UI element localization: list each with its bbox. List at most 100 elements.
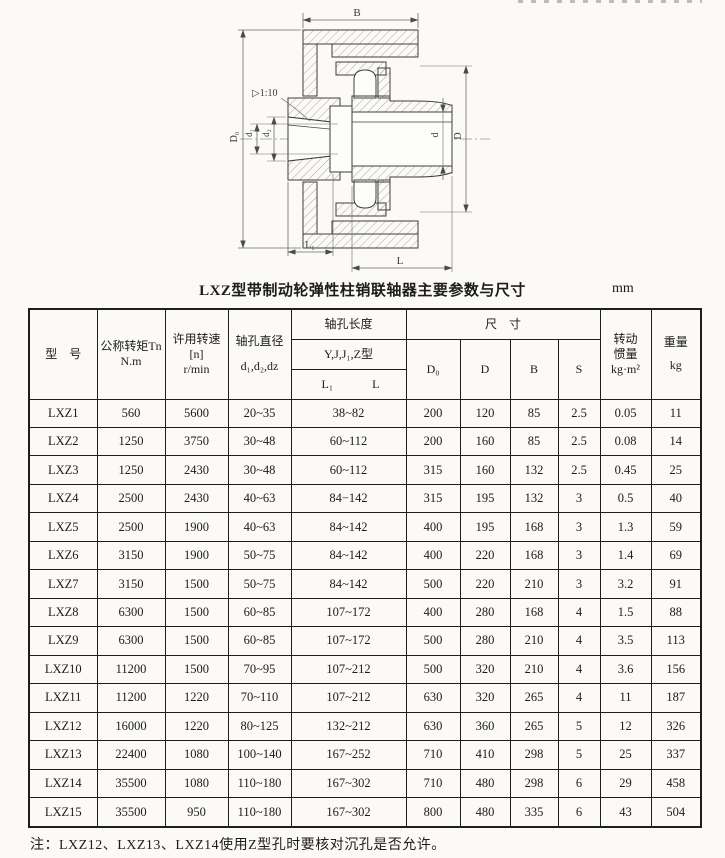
table-cell: 500 bbox=[405, 654, 461, 685]
table-cell: 4 bbox=[557, 683, 601, 713]
table-cell: 280 bbox=[459, 597, 511, 628]
table-cell: 4 bbox=[557, 626, 601, 656]
table-row: LXZ6 3150 1900 50~75 84~142 400 220 168 3 1.4 69 bbox=[28, 540, 702, 571]
table-cell: 113 bbox=[650, 626, 702, 656]
torque-label-2: N.m bbox=[120, 354, 142, 369]
table-cell: 50~75 bbox=[227, 540, 292, 571]
dim-label-b: B bbox=[353, 7, 360, 19]
col-header-bore-length-types: Y,J,J₁,Z型 bbox=[290, 338, 407, 370]
table-cell: 0.08 bbox=[599, 426, 652, 457]
l-label: L bbox=[372, 376, 380, 391]
table-cell: LXZ8 bbox=[28, 597, 98, 628]
dim-label-d0: D₀ bbox=[229, 131, 240, 142]
table-cell: 107~212 bbox=[290, 683, 407, 713]
table-cell: 320 bbox=[459, 654, 511, 685]
table-cell: 16000 bbox=[96, 711, 166, 742]
table-cell: 3.6 bbox=[599, 654, 652, 685]
table-row: LXZ14 35500 1080 110~180 167~302 710 480 298 6 29… bbox=[28, 768, 702, 799]
table-cell: 315 bbox=[405, 483, 461, 514]
table-cell: 160 bbox=[459, 455, 511, 485]
inertia-label-2: 惯量 bbox=[613, 346, 638, 361]
table-cell: 195 bbox=[459, 483, 511, 514]
table-cell: 25 bbox=[650, 455, 702, 485]
table-cell: 14 bbox=[650, 426, 702, 457]
table-cell: 11200 bbox=[96, 683, 166, 713]
table-cell: LXZ14 bbox=[28, 768, 98, 799]
table-cell: 1080 bbox=[164, 740, 229, 770]
dimensions bbox=[238, 13, 472, 272]
table-cell: 1250 bbox=[96, 426, 166, 457]
shaft-bores bbox=[287, 105, 453, 173]
speed-label-2: [n] bbox=[189, 346, 204, 361]
col-header-model-label: 型 号 bbox=[45, 346, 82, 361]
table-cell: 2500 bbox=[96, 483, 166, 514]
cutoff-text-fragment bbox=[518, 0, 702, 3]
table-cell: 107~212 bbox=[290, 654, 407, 685]
table-cell: 6 bbox=[557, 768, 601, 799]
table-cell: 160 bbox=[459, 426, 511, 457]
table-cell: 335 bbox=[509, 797, 559, 828]
table-cell: 187 bbox=[650, 683, 702, 713]
table-cell: LXZ10 bbox=[28, 654, 98, 685]
table-cell: 1900 bbox=[164, 540, 229, 571]
col-header-torque: 公称转矩Tn N.m bbox=[96, 308, 166, 400]
table-cell: 85 bbox=[509, 398, 559, 428]
dim-label-taper: ▷1:10 bbox=[252, 88, 277, 99]
table-row: LXZ9 6300 1500 60~85 107~172 500 280 210 4 3.5 113 bbox=[28, 626, 702, 656]
table-cell: 40~63 bbox=[227, 483, 292, 514]
table-cell: 400 bbox=[405, 597, 461, 628]
table-cell: 298 bbox=[509, 740, 559, 770]
table-cell: 320 bbox=[459, 683, 511, 713]
table-cell: 4 bbox=[557, 654, 601, 685]
table-cell: 1220 bbox=[164, 711, 229, 742]
table-cell: 60~112 bbox=[290, 455, 407, 485]
weight-label-2: kg bbox=[669, 358, 682, 373]
table-cell: 70~95 bbox=[227, 654, 292, 685]
table-cell: 12 bbox=[599, 711, 652, 742]
speed-label-3: r/min bbox=[183, 361, 210, 376]
table-row: LXZ12 16000 1220 80~125 132~212 630 360 265 5 12 3… bbox=[28, 711, 702, 742]
table-cell: 337 bbox=[650, 740, 702, 770]
table-cell: LXZ12 bbox=[28, 711, 98, 742]
inertia-label-1: 转动 bbox=[613, 331, 638, 346]
table-cell: 40 bbox=[650, 483, 702, 514]
table-row: LXZ2 1250 3750 30~48 60~112 200 160 85 2.5 0.08 14 bbox=[28, 426, 702, 457]
col-header-model: 型 号 bbox=[28, 308, 98, 400]
table-cell: 3 bbox=[557, 512, 601, 542]
table-cell: 84−142 bbox=[290, 483, 407, 514]
bore-dia-label-1: 轴孔直径 bbox=[235, 334, 284, 349]
table-cell: 3150 bbox=[96, 540, 166, 571]
table-cell: 500 bbox=[405, 569, 461, 599]
table-cell: 84~142 bbox=[290, 569, 407, 599]
table-cell: 60~85 bbox=[227, 597, 292, 628]
table-cell: LXZ3 bbox=[28, 455, 98, 485]
table-cell: 70~110 bbox=[227, 683, 292, 713]
table-cell: LXZ11 bbox=[28, 683, 98, 713]
table-cell: 6 bbox=[557, 797, 601, 828]
footnote: 注：LXZ12、LXZ13、LXZ14使用Z型孔时要核对沉孔是否允许。 bbox=[30, 838, 446, 853]
table-cell: 3 bbox=[557, 483, 601, 514]
table-cell: 210 bbox=[509, 626, 559, 656]
table-cell: 3.2 bbox=[599, 569, 652, 599]
table-cell: 504 bbox=[650, 797, 702, 828]
table-cell: 85 bbox=[509, 426, 559, 457]
table-row: LXZ11 11200 1220 70~110 107~212 630 320 265 4 11 1… bbox=[28, 683, 702, 713]
col-header-bore-diameter: 轴孔直径 d₁,d₂,dz bbox=[227, 308, 292, 400]
table-cell: 0.05 bbox=[599, 398, 652, 428]
col-header-S: S bbox=[557, 338, 601, 400]
table-cell: 156 bbox=[650, 654, 702, 685]
table-cell: 60~112 bbox=[290, 426, 407, 457]
col-header-D0: D₀ bbox=[405, 338, 461, 400]
table-cell: 110~180 bbox=[227, 768, 292, 799]
table-cell: 80~125 bbox=[227, 711, 292, 742]
col-header-size-group: 尺 寸 bbox=[405, 308, 601, 340]
table-cell: 167~252 bbox=[290, 740, 407, 770]
table-cell: 84~142 bbox=[290, 512, 407, 542]
table-cell: LXZ7 bbox=[28, 569, 98, 599]
inertia-label-3: kg·m² bbox=[611, 361, 640, 376]
col-header-B: B bbox=[509, 338, 559, 400]
table-cell: 2.5 bbox=[557, 426, 601, 457]
col-header-inertia: 转动 惯量 kg·m² bbox=[599, 308, 652, 400]
table-cell: 168 bbox=[509, 597, 559, 628]
table-cell: 3750 bbox=[164, 426, 229, 457]
